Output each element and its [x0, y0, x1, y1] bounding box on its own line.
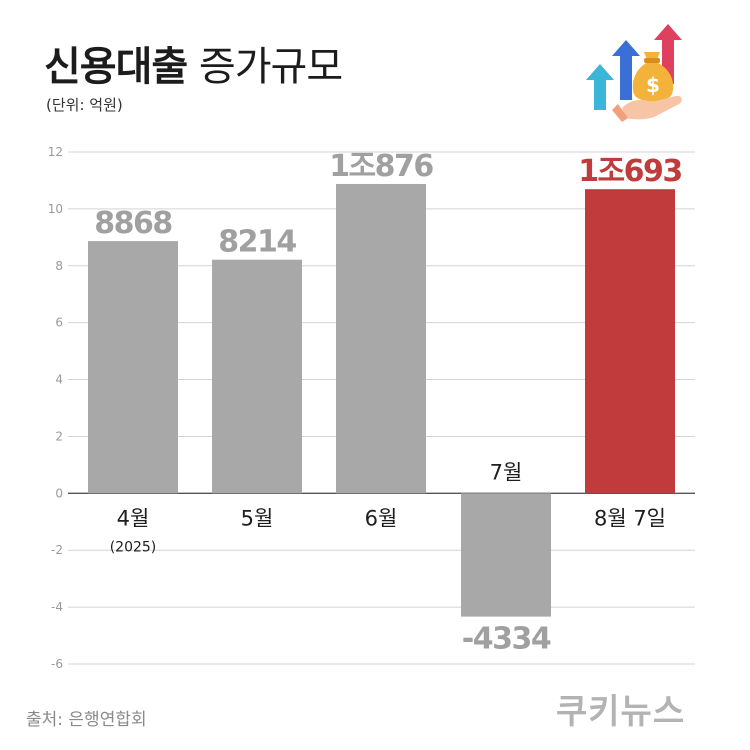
x-tick-label: 5월	[241, 506, 274, 530]
x-tick-sublabel: (2025)	[110, 539, 157, 555]
bar	[585, 189, 675, 494]
bar	[88, 241, 178, 494]
brand-logo: 쿠키뉴스	[556, 692, 686, 732]
y-tick-label: -6	[51, 657, 63, 671]
bar	[336, 183, 426, 494]
x-tick-label: 8월 7일	[594, 506, 666, 530]
y-tick-label: -2	[51, 543, 63, 557]
title-light: 증가규모	[198, 44, 343, 90]
money-bag-rising-arrows-icon: $	[582, 22, 686, 122]
source-note: 출처: 은행연합회	[26, 710, 147, 730]
bar	[461, 493, 551, 617]
data-label: 1조876	[329, 149, 433, 184]
y-tick-label: 6	[55, 316, 63, 330]
x-tick-label: 7월	[490, 460, 523, 484]
y-tick-label: 12	[48, 145, 63, 159]
page-title: 신용대출 증가규모	[44, 34, 343, 92]
unit-label: (단위: 억원)	[46, 96, 123, 114]
data-label: 1조693	[578, 154, 682, 189]
y-tick-label: 2	[55, 429, 63, 443]
title-bold: 신용대출	[44, 44, 188, 90]
x-tick-label: 4월	[117, 506, 150, 530]
data-label: 8214	[218, 225, 296, 260]
y-tick-label: 0	[55, 486, 63, 500]
svg-text:$: $	[646, 73, 660, 97]
y-tick-label: 10	[48, 202, 63, 216]
y-tick-label: 4	[55, 373, 63, 387]
data-label: -4334	[462, 622, 551, 657]
data-label: 8868	[94, 206, 172, 241]
y-tick-label: -4	[51, 600, 63, 614]
bar	[212, 259, 302, 494]
y-tick-label: 8	[55, 259, 63, 273]
x-tick-label: 6월	[365, 506, 398, 530]
